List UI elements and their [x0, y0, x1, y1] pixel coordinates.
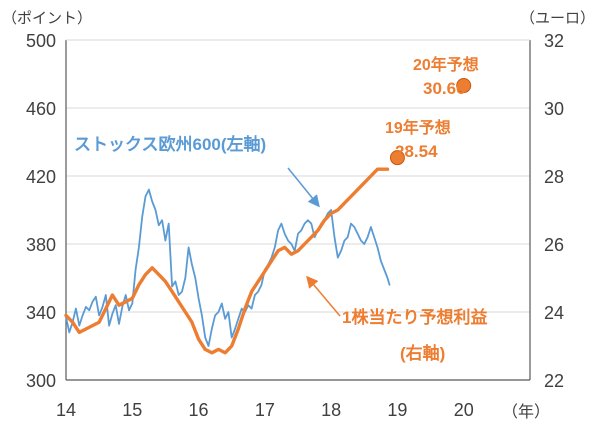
- forecast-19-value: 28.54: [395, 142, 438, 161]
- x-tick-label: 18: [321, 400, 341, 420]
- eps-label-arrow: [306, 275, 341, 317]
- right-tick-label: 24: [544, 303, 564, 323]
- left-tick-label: 300: [26, 371, 56, 391]
- left-tick-label: 380: [26, 235, 56, 255]
- right-tick-label: 32: [544, 31, 564, 51]
- gridlines: [66, 107, 530, 313]
- x-axis-tick-labels: 14 15 16 17 18 19 20: [56, 400, 474, 420]
- forecast-20-label: 20年予想: [413, 55, 479, 74]
- x-tick-label: 19: [387, 400, 407, 420]
- left-tick-label: 340: [26, 303, 56, 323]
- right-tick-label: 22: [544, 371, 564, 391]
- forecast-marker-1: [456, 78, 472, 94]
- forecast-marker-0: [389, 150, 405, 166]
- left-axis-tick-labels: 300 340 380 420 460 500: [26, 31, 56, 391]
- eps-series-label-line2: (右軸): [400, 343, 445, 363]
- right-tick-label: 28: [544, 167, 564, 187]
- forecast-20-value: 30.66: [423, 79, 466, 98]
- series-line-eps: [64, 167, 390, 355]
- left-tick-label: 500: [26, 31, 56, 51]
- right-tick-label: 30: [544, 99, 564, 119]
- index-label-arrow: [287, 167, 320, 208]
- x-tick-label: 17: [255, 400, 275, 420]
- right-tick-label: 26: [544, 235, 564, 255]
- axes: [65, 39, 531, 381]
- left-axis-unit: （ポイント）: [2, 10, 92, 27]
- right-axis-tick-labels: 22 24 26 28 30 32: [544, 31, 564, 391]
- x-tick-label: 20: [454, 400, 474, 420]
- index-series-label: ストックス欧州600(左軸): [74, 134, 266, 154]
- x-tick-label: 15: [122, 400, 142, 420]
- x-tick-label: 14: [56, 400, 76, 420]
- right-axis-unit: （ユーロ）: [520, 10, 592, 27]
- x-tick-label: 16: [189, 400, 209, 420]
- left-tick-label: 460: [26, 99, 56, 119]
- left-tick-label: 420: [26, 167, 56, 187]
- series-line-stoxx600: [65, 188, 391, 347]
- eps-series-label-line1: 1株当たり予想利益: [342, 307, 487, 327]
- x-axis-unit: （年）: [502, 403, 550, 421]
- forecast-19-label: 19年予想: [385, 118, 451, 137]
- series-lines: [64, 167, 391, 355]
- forecast-markers: [389, 78, 472, 166]
